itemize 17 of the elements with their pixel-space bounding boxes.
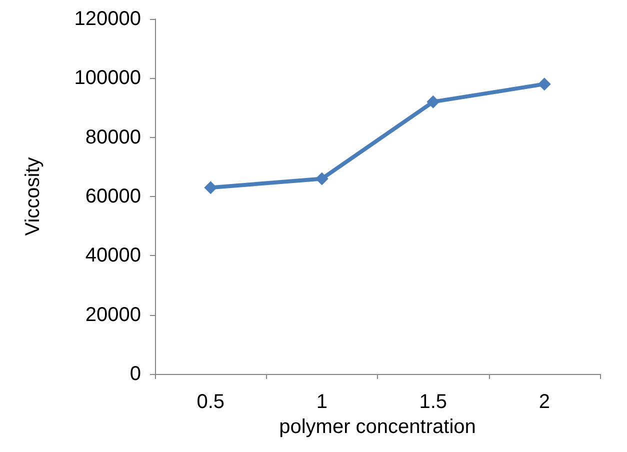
y-tick-label: 60000: [85, 186, 141, 208]
y-tick-label: 20000: [85, 304, 141, 326]
y-tick-label: 40000: [85, 244, 141, 267]
y-tick-label: 100000: [74, 67, 141, 90]
x-tick-label: 1.5: [419, 391, 448, 413]
point: [426, 95, 440, 108]
x-tick-label: 0.5: [196, 391, 225, 413]
y-tick-label: 0: [130, 363, 141, 385]
y-tick-label: 120000: [74, 8, 141, 30]
point: [204, 181, 218, 194]
x-axis-title: polymer concentration: [279, 416, 476, 438]
x-tick-label: 1: [316, 391, 328, 413]
x-tick-label: 2: [538, 391, 550, 413]
point: [315, 172, 328, 186]
y-tick-label: 80000: [85, 126, 141, 148]
y-axis-title: Viccosity: [22, 157, 44, 236]
point: [538, 78, 551, 91]
